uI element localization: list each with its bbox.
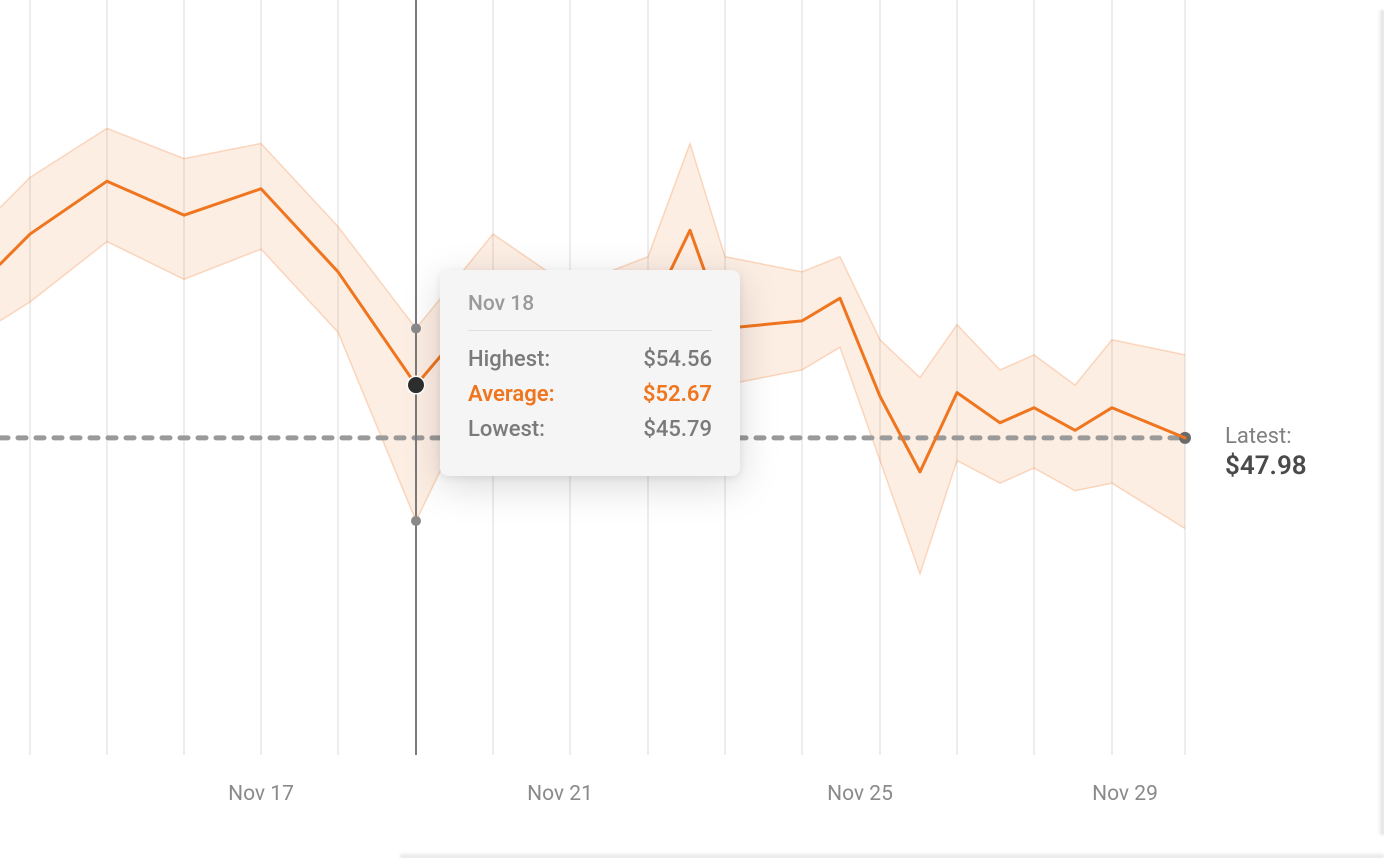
tooltip-average-label: Average: [468,382,555,407]
latest-value: $47.98 [1225,451,1307,481]
tooltip-row-lowest: Lowest: $45.79 [468,417,712,442]
hover-tooltip: Nov 18 Highest: $54.56 Average: $52.67 L… [440,270,740,476]
card-shadow-right [1378,10,1384,835]
tooltip-date: Nov 18 [468,292,712,331]
svg-text:Nov 17: Nov 17 [228,782,294,806]
tooltip-lowest-value: $45.79 [643,417,712,442]
svg-text:Nov 29: Nov 29 [1092,782,1158,806]
card-shadow-bottom [400,852,1384,858]
latest-price-readout: Latest: $47.98 [1225,424,1307,481]
tooltip-lowest-label: Lowest: [468,417,545,442]
tooltip-row-average: Average: $52.67 [468,382,712,407]
svg-text:Nov 25: Nov 25 [827,782,893,806]
tooltip-average-value: $52.67 [643,382,712,407]
latest-label: Latest: [1225,424,1307,449]
svg-text:Nov 21: Nov 21 [527,782,593,806]
tooltip-highest-value: $54.56 [643,347,712,372]
price-chart[interactable]: Nov 17 Nov 21 Nov 25 Nov 29 Nov 18 Highest:… [0,0,1384,858]
tooltip-highest-label: Highest: [468,347,550,372]
tooltip-row-highest: Highest: $54.56 [468,347,712,372]
